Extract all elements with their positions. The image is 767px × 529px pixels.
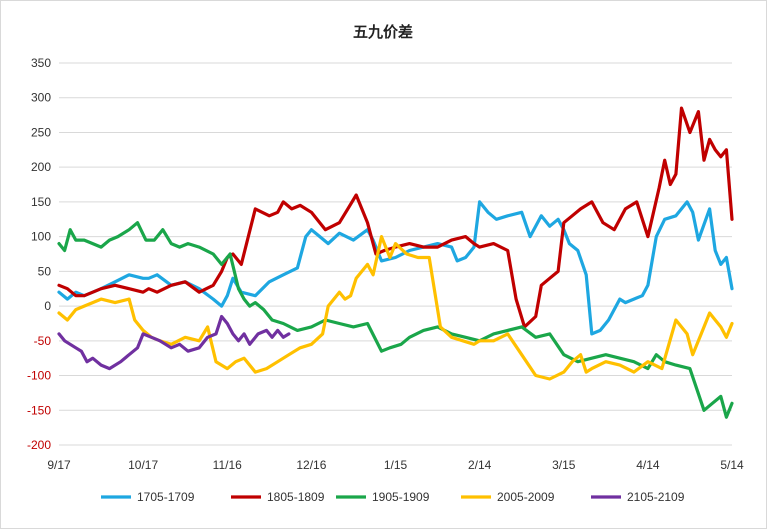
x-tick-label: 10/17	[128, 458, 158, 472]
legend-label: 2105-2109	[627, 490, 685, 504]
x-tick-label: 9/17	[47, 458, 71, 472]
y-tick-label: 0	[44, 299, 51, 313]
series-line-1905-1909	[57, 221, 734, 419]
x-tick-label: 1/15	[384, 458, 408, 472]
y-tick-label: 350	[31, 56, 51, 70]
x-tick-label: 11/16	[213, 458, 242, 472]
chart-title: 五九价差	[353, 23, 413, 41]
legend-label: 2005-2009	[497, 490, 555, 504]
y-tick-label: 50	[38, 264, 52, 278]
series-line-1805-1809	[57, 106, 734, 329]
x-tick-label: 3/15	[552, 458, 576, 472]
y-tick-label: -150	[27, 403, 51, 417]
legend-label: 1705-1709	[137, 490, 195, 504]
y-tick-label: 100	[31, 230, 51, 244]
series-line-1705-1709	[57, 200, 734, 336]
y-tick-label: -100	[27, 369, 51, 383]
series-lines	[57, 106, 734, 419]
y-tick-label: 150	[31, 195, 51, 209]
x-axis-ticks: 9/17 10/17 11/16 12/16 1/15 2/14 3/15 4/14 5/14	[47, 458, 744, 472]
series-line-2105-2109	[57, 314, 291, 371]
y-tick-label: 300	[31, 91, 51, 105]
y-tick-label: 200	[31, 160, 51, 174]
legend: 1705-1709 1805-1809 1905-1909 2005-2009 2105…	[101, 490, 685, 504]
x-tick-label: 12/16	[296, 458, 326, 472]
x-tick-label: 5/14	[720, 458, 744, 472]
x-tick-label: 2/14	[468, 458, 492, 472]
y-tick-label: -50	[34, 334, 52, 348]
legend-label: 1905-1909	[372, 490, 430, 504]
y-tick-label: -200	[27, 438, 51, 452]
y-axis-ticks: 350 300 250 200 150 100 50 0 -50 -100 -150 -200	[27, 56, 51, 452]
x-tick-label: 4/14	[636, 458, 660, 472]
gridlines	[59, 62, 732, 446]
legend-label: 1805-1809	[267, 490, 325, 504]
y-tick-label: 250	[31, 125, 51, 139]
